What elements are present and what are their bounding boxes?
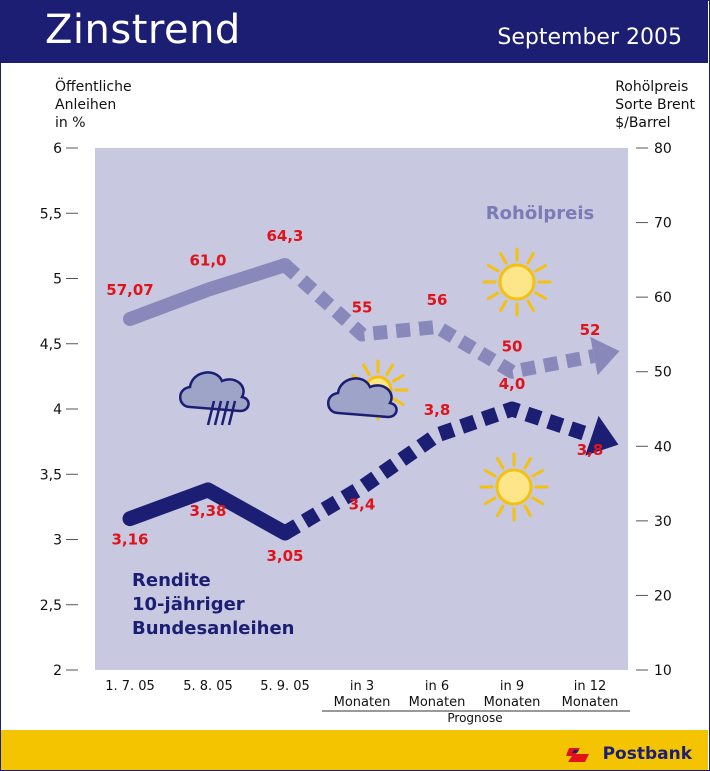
- brand-name: Postbank: [602, 744, 692, 764]
- left-tick-label: 3,5: [40, 467, 62, 483]
- rain-cloud-icon: [179, 371, 250, 426]
- series-line-forecast-1: [280, 259, 596, 379]
- left-tick-label: 4,5: [40, 337, 62, 353]
- left-tick-label: 5: [53, 272, 62, 288]
- left-tick-label: 3: [53, 533, 62, 549]
- series-line-forecast-0: [281, 401, 595, 540]
- x-tick-label: in 9 Monaten: [484, 679, 541, 710]
- oil-data-label: 64,3: [266, 227, 303, 245]
- bond-series-name: Rendite 10-jähriger Bundesanleihen: [132, 570, 295, 639]
- sun-icon: [479, 452, 549, 522]
- oil-data-label: 56: [427, 291, 448, 309]
- x-tick-label: 5. 9. 05: [260, 679, 310, 694]
- left-axis-title-line: in %: [55, 115, 86, 131]
- right-tick-label: 30: [654, 514, 672, 530]
- left-tick-label: 2: [53, 663, 62, 679]
- bond-data-label: 3,05: [266, 547, 303, 565]
- footer-bar: [1, 730, 708, 770]
- header-bar: Zinstrend September 2005: [1, 1, 708, 63]
- sun-behind-cloud-cloud: [327, 377, 398, 419]
- left-axis-title-line: Anleihen: [55, 97, 117, 113]
- bond-data-label: 3,8: [424, 401, 451, 419]
- right-axis-title-line: $/Barrel: [615, 115, 671, 131]
- right-axis-title-line: Sorte Brent: [615, 97, 695, 113]
- oil-data-label: 50: [502, 338, 523, 356]
- x-tick-label: in 3 Monaten: [334, 679, 391, 710]
- oil-data-label: 57,07: [106, 281, 153, 299]
- plot-layer: 2 2,5 3 3,5 4 4,5 5 5,5 6 10 20 30 40 50 60 70 80 1. 7. 0…: [40, 141, 672, 725]
- oil-data-label: 55: [352, 298, 373, 316]
- x-tick-label: in 12 Monaten: [562, 679, 619, 710]
- oil-data-label: 61,0: [189, 252, 226, 270]
- page-title: Zinstrend: [45, 7, 241, 53]
- left-tick-label: 4: [53, 402, 62, 418]
- bond-data-label: 3,4: [349, 495, 376, 513]
- bond-data-label: 3,38: [189, 502, 226, 520]
- sun-icon: [482, 247, 552, 317]
- series-arrowhead-0: [585, 415, 619, 456]
- series-line-actual-1: [123, 258, 292, 326]
- right-tick-label: 60: [654, 290, 672, 306]
- bond-data-label: 3,8: [577, 441, 604, 459]
- header-date: September 2005: [497, 25, 682, 50]
- prognose-label: Prognose: [447, 711, 502, 725]
- bond-data-label: 4,0: [499, 375, 526, 393]
- left-tick-label: 6: [53, 141, 62, 157]
- right-axis-title: Rohölpreis Sorte Brent $/Barrel: [615, 78, 695, 132]
- left-tick-label: 5,5: [40, 206, 62, 222]
- left-tick-label: 2,5: [40, 598, 62, 614]
- series-arrowhead-1: [590, 336, 620, 376]
- left-axis-title: Öffentliche Anleihen in %: [55, 78, 132, 132]
- oil-series-name: Rohölpreis: [486, 203, 594, 224]
- x-tick-label: 5. 8. 05: [183, 679, 233, 694]
- right-tick-label: 50: [654, 365, 672, 381]
- bond-data-label: 3,16: [111, 531, 148, 549]
- right-tick-label: 10: [654, 663, 672, 679]
- right-tick-label: 80: [654, 141, 672, 157]
- postbank-logo-icon: [566, 748, 589, 762]
- left-axis-title-line: Öffentliche: [55, 79, 132, 95]
- right-tick-label: 20: [654, 588, 672, 604]
- x-tick-label: 1. 7. 05: [105, 679, 155, 694]
- series-line-actual-0: [122, 482, 293, 541]
- oil-data-label: 52: [580, 321, 601, 339]
- right-axis-title-line: Rohölpreis: [615, 79, 689, 95]
- right-tick-label: 40: [654, 439, 672, 455]
- x-tick-label: in 6 Monaten: [409, 679, 466, 710]
- right-tick-label: 70: [654, 216, 672, 232]
